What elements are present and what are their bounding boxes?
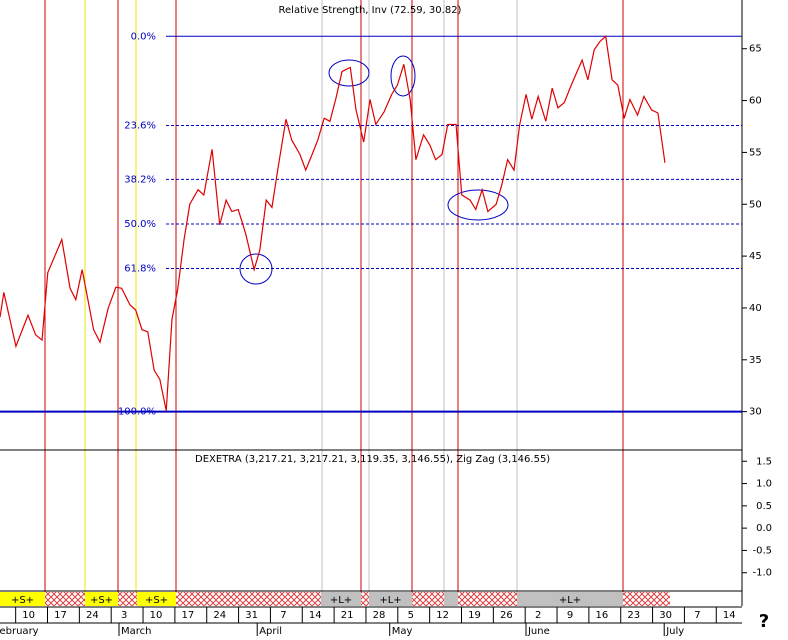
signal-label: +L+ <box>379 595 401 606</box>
signal-box <box>369 592 412 606</box>
y-tick-label: -0.5 <box>752 545 772 556</box>
x-tick-label: 21 <box>341 610 354 621</box>
month-label: March <box>121 626 151 636</box>
x-tick-label: 14 <box>309 610 322 621</box>
x-tick-label: 19 <box>468 610 481 621</box>
x-tick-label: 9 <box>567 610 573 621</box>
signal-label: +L+ <box>559 595 581 606</box>
y-tick-label: 65 <box>749 44 762 55</box>
signal-box <box>517 592 623 606</box>
x-tick-label: 30 <box>659 610 672 621</box>
help-icon[interactable]: ? <box>759 611 769 632</box>
signal-box <box>118 592 137 606</box>
x-tick-label: 3 <box>121 610 127 621</box>
fib-label: 0.0% <box>131 31 156 42</box>
month-label: June <box>527 626 550 636</box>
signal-label: +L+ <box>330 595 352 606</box>
signal-label: +S+ <box>90 595 113 606</box>
signal-box <box>45 592 85 606</box>
month-label: May <box>392 626 413 636</box>
x-tick-label: 7 <box>694 610 700 621</box>
y-tick-label: 40 <box>749 303 762 314</box>
x-tick-label: 10 <box>22 610 35 621</box>
y-tick-label: 35 <box>749 355 762 366</box>
month-label: April <box>259 626 282 636</box>
fib-label: 61.8% <box>124 264 156 275</box>
signal-box <box>85 592 118 606</box>
signal-label: +S+ <box>145 595 168 606</box>
x-tick-label: 14 <box>723 610 736 621</box>
month-label: February <box>0 626 39 636</box>
y-tick-label: 50 <box>749 199 762 210</box>
signal-box <box>458 592 517 606</box>
x-tick-label: 16 <box>596 610 609 621</box>
signal-box <box>444 592 458 606</box>
x-tick-label: 5 <box>408 610 414 621</box>
annotations <box>239 55 509 285</box>
y-tick-label: 45 <box>749 251 762 262</box>
month-label: July <box>665 626 684 636</box>
x-tick-label: 28 <box>373 610 386 621</box>
price-line <box>0 35 666 411</box>
signal-box <box>321 592 361 606</box>
fib-label: 38.2% <box>124 174 156 185</box>
signal-box <box>623 592 670 606</box>
x-tick-label: 31 <box>245 610 258 621</box>
fib-label: 50.0% <box>124 219 156 230</box>
x-tick-label: 7 <box>280 610 286 621</box>
x-tick-label: 17 <box>182 610 195 621</box>
signal-box <box>137 592 176 606</box>
x-tick-label: 26 <box>500 610 513 621</box>
chart-title: Relative Strength, Inv (72.59, 30.82) <box>279 5 462 16</box>
y-tick-label: 0.5 <box>756 501 772 512</box>
signal-box <box>412 592 444 606</box>
y-tick-label: 60 <box>749 96 762 107</box>
y-tick-label: 1.5 <box>756 456 772 467</box>
signal-lines <box>44 0 624 606</box>
x-tick-label: 23 <box>627 610 640 621</box>
signal-box <box>176 592 321 606</box>
signal-box <box>0 592 45 606</box>
x-tick-label: 12 <box>436 610 449 621</box>
y-tick-label: 30 <box>749 407 762 418</box>
x-tick-label: 10 <box>150 610 163 621</box>
signal-box <box>361 592 369 606</box>
y-tick-label: -1.0 <box>752 568 772 579</box>
y-tick-label: 0.0 <box>756 523 772 534</box>
x-tick-label: 24 <box>213 610 226 621</box>
fib-label: 100.0% <box>118 407 156 418</box>
x-tick-label: 17 <box>54 610 67 621</box>
y-tick-label: 1.0 <box>756 479 772 490</box>
x-tick-label: 24 <box>86 610 99 621</box>
x-tick-label: 2 <box>535 610 541 621</box>
panel-title: DEXETRA (3,217.21, 3,217.21, 3,119.35, 3… <box>195 454 550 465</box>
fib-label: 23.6% <box>124 120 156 131</box>
signal-label: +S+ <box>11 595 34 606</box>
y-tick-label: 55 <box>749 147 762 158</box>
signal-strip: +S+ +S+ +S+ +L+ +L+ +L+ <box>0 592 670 606</box>
